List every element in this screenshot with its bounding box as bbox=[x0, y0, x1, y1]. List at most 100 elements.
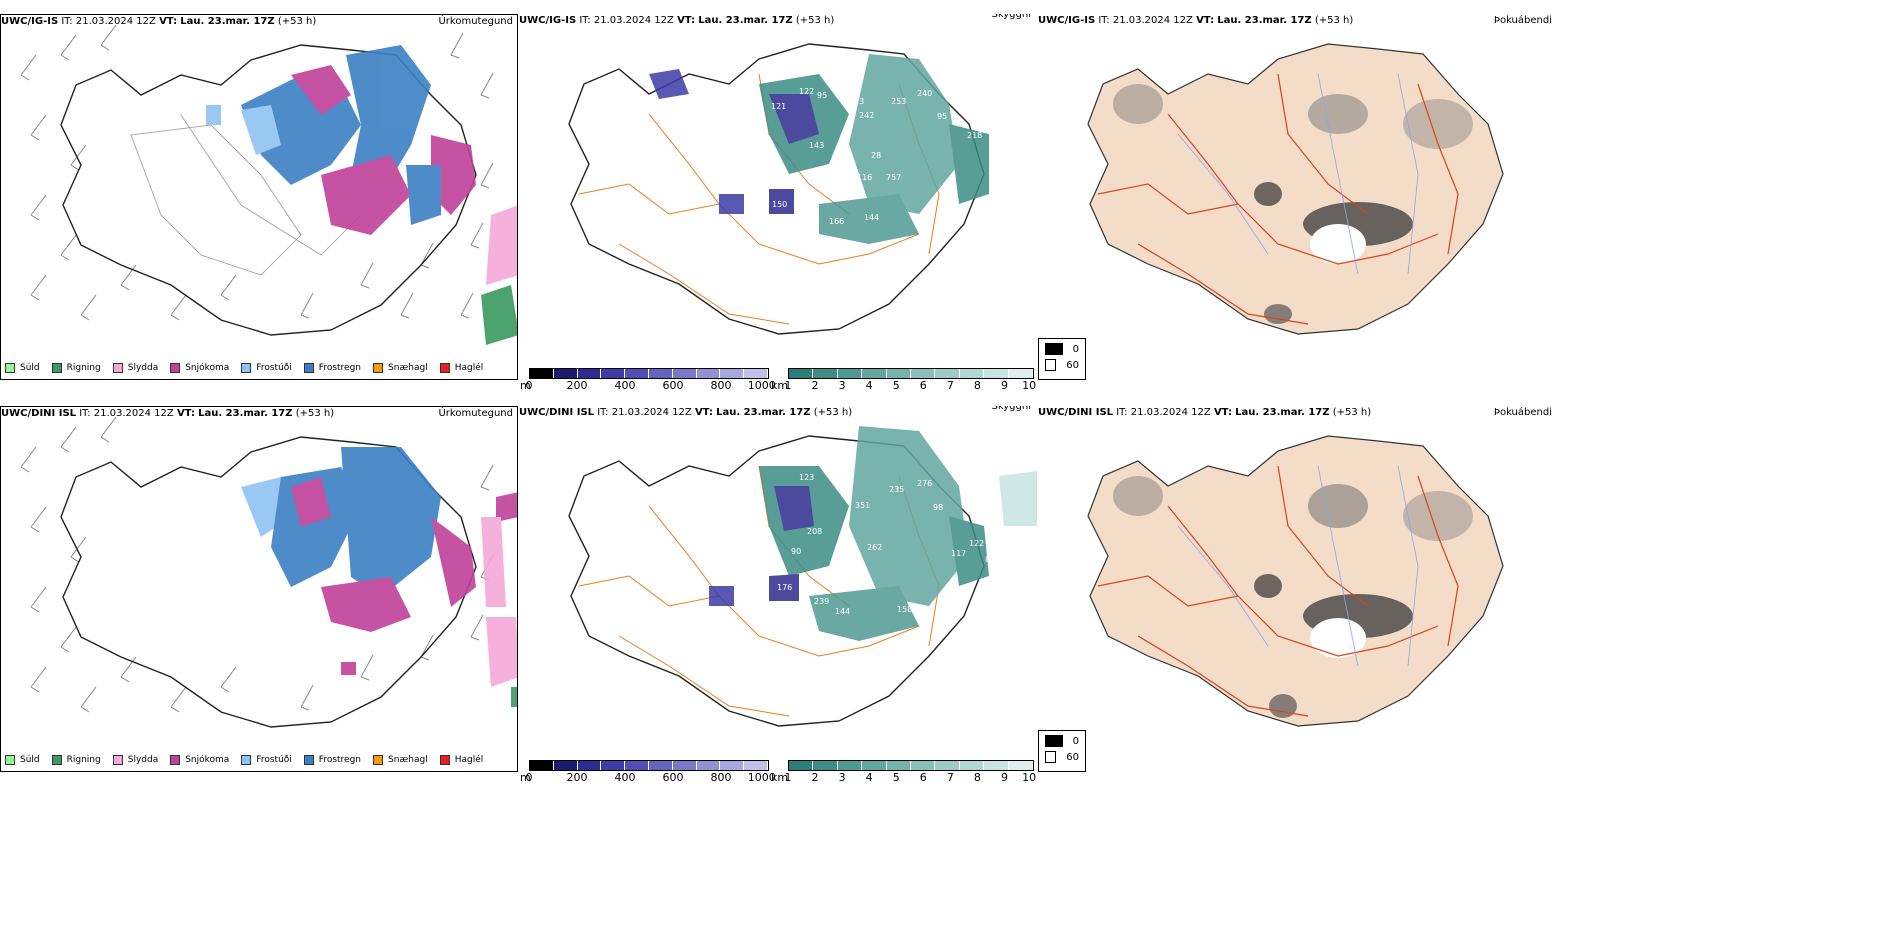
visibility-label: 208 bbox=[807, 527, 822, 536]
tick-label: 5 bbox=[892, 379, 900, 392]
legend-item: Frostúði bbox=[241, 755, 292, 765]
visibility-panel-bottom: UWC/DINI ISL IT: 21.03.2024 12Z VT: Lau.… bbox=[519, 406, 1037, 772]
tick-label: 1000 bbox=[747, 379, 776, 392]
legend-item: Súld bbox=[5, 363, 40, 373]
tick-label: 6 bbox=[919, 771, 927, 784]
visibility-label: 144 bbox=[864, 213, 879, 222]
tick-label: 7 bbox=[946, 771, 954, 784]
legend-item: Slydda bbox=[112, 755, 158, 765]
tick-label: 400 bbox=[614, 379, 636, 392]
panel-title: Þokuábendi bbox=[1493, 15, 1552, 26]
tick-label: 7 bbox=[946, 379, 954, 392]
precip-legend: Súld Rigning Slydda Snjókoma Frostúði Fr… bbox=[5, 755, 483, 765]
precip-legend: Súld Rigning Slydda Snjókoma Frostúði Fr… bbox=[5, 363, 483, 373]
visibility-label: 95 bbox=[937, 112, 947, 121]
visibility-label: 757 bbox=[886, 173, 901, 182]
visibility-label: 240 bbox=[917, 89, 932, 98]
legend-item: Frostregn bbox=[303, 363, 361, 373]
tick-label: 1000 bbox=[747, 771, 776, 784]
visibility-label: 351 bbox=[855, 501, 870, 510]
visibility-label: 117 bbox=[951, 549, 966, 558]
tick-label: 4 bbox=[865, 379, 873, 392]
legend-item: Súld bbox=[5, 755, 40, 765]
visibility-label: 160 bbox=[912, 215, 927, 224]
visibility-label: 130 bbox=[719, 217, 734, 226]
panel-header: UWC/IG-IS IT: 21.03.2024 12Z VT: Lau. 23… bbox=[1038, 15, 1552, 26]
tick-label: 200 bbox=[566, 379, 588, 392]
tick-label: 600 bbox=[662, 379, 684, 392]
tick-label: 1 bbox=[784, 379, 792, 392]
visibility-label: 143 bbox=[809, 141, 824, 150]
precip-map bbox=[20, 24, 517, 345]
legend-item: Snæhagl bbox=[373, 755, 428, 765]
tick-label: 9 bbox=[1000, 771, 1008, 784]
visibility-value-labels: 121 122 95 46 253 240 95 213 242 143 28 … bbox=[719, 79, 982, 226]
fog-map bbox=[1087, 43, 1504, 335]
visibility-label: 80 bbox=[985, 555, 995, 564]
visibility-label: 95 bbox=[715, 605, 725, 614]
fog-panel-top: UWC/IG-IS IT: 21.03.2024 12Z VT: Lau. 23… bbox=[1038, 14, 1556, 380]
legend-item: Haglél bbox=[439, 363, 483, 373]
visibility-label: 213 bbox=[849, 97, 864, 106]
fog-legend-top: 0 60 bbox=[1038, 338, 1086, 380]
precip-areas bbox=[206, 45, 517, 345]
tick-label: 8 bbox=[973, 771, 981, 784]
visibility-km-colorbar-top: 1 2 3 4 5 6 7 8 9 10 bbox=[784, 368, 1037, 393]
tick-label: 200 bbox=[566, 771, 588, 784]
visibility-label: 253 bbox=[891, 97, 906, 106]
panel-title: Skyggni bbox=[991, 14, 1031, 20]
visibility-label: 147 bbox=[917, 605, 932, 614]
panel-header: UWC/DINI ISL IT: 21.03.2024 12Z VT: Lau.… bbox=[1038, 407, 1552, 418]
tick-label: 2 bbox=[811, 771, 819, 784]
tick-label: 10 bbox=[1022, 379, 1037, 392]
legend-item: Snjókoma bbox=[170, 363, 229, 373]
legend-item: Frostúði bbox=[241, 363, 292, 373]
panel-title: Úrkomutegund bbox=[438, 16, 513, 27]
panel-title: Skyggni bbox=[991, 406, 1031, 412]
visibility-label: 239 bbox=[814, 597, 829, 606]
visibility-label: 150 bbox=[772, 200, 787, 209]
precip-type-panel-bottom: UWC/DINI ISL IT: 21.03.2024 12Z VT: Lau.… bbox=[0, 406, 518, 772]
visibility-label: 242 bbox=[859, 111, 874, 120]
visibility-map: 123 59 235 276 98 208 351 262 90 176 239… bbox=[568, 426, 1037, 727]
tick-label: 1 bbox=[784, 771, 792, 784]
unit-label-km: km bbox=[771, 771, 789, 784]
tick-label: 3 bbox=[838, 379, 846, 392]
visibility-label: 158 bbox=[897, 605, 912, 614]
visibility-label: 98 bbox=[933, 503, 943, 512]
visibility-label: 116 bbox=[857, 173, 872, 182]
fog-panel-bottom: UWC/DINI ISL IT: 21.03.2024 12Z VT: Lau.… bbox=[1038, 406, 1556, 772]
visibility-km-colorbar-bottom: 1 2 3 4 5 6 7 8 9 10 bbox=[784, 760, 1037, 785]
roads bbox=[1097, 73, 1459, 325]
tick-label: 800 bbox=[710, 771, 732, 784]
visibility-label: 121 bbox=[771, 102, 786, 111]
panel-header: UWC/IG-IS IT: 21.03.2024 12Z VT: Lau. 23… bbox=[519, 14, 1037, 30]
visibility-label: 122 bbox=[969, 539, 984, 548]
tick-label: 0 bbox=[525, 379, 533, 392]
panel-title: Þokuábendi bbox=[1493, 407, 1552, 418]
visibility-map: 121 122 95 46 253 240 95 213 242 143 28 … bbox=[568, 43, 989, 335]
panel-header: UWC/DINI ISL IT: 21.03.2024 12Z VT: Lau.… bbox=[519, 406, 1037, 422]
legend-item: Slydda bbox=[112, 363, 158, 373]
legend-item: Snjókoma bbox=[170, 755, 229, 765]
legend-item: Haglél bbox=[439, 755, 483, 765]
visibility-label: 166 bbox=[829, 217, 844, 226]
tick-label: 10 bbox=[1022, 771, 1037, 784]
visibility-panel-top: UWC/IG-IS IT: 21.03.2024 12Z VT: Lau. 23… bbox=[519, 14, 1037, 380]
visibility-label: 218 bbox=[967, 131, 982, 140]
visibility-label: 176 bbox=[777, 583, 792, 592]
visibility-label: 95 bbox=[817, 91, 827, 100]
precip-map bbox=[20, 416, 517, 728]
rivers bbox=[1177, 73, 1419, 275]
visibility-label: 59 bbox=[837, 469, 847, 478]
visibility-areas bbox=[649, 54, 989, 244]
visibility-label: 235 bbox=[889, 485, 904, 494]
legend-item: Rigning bbox=[51, 755, 101, 765]
panel-title: Úrkomutegund bbox=[438, 408, 513, 419]
tick-label: 0 bbox=[525, 771, 533, 784]
legend-item: Snæhagl bbox=[373, 363, 428, 373]
panel-header: UWC/IG-IS IT: 21.03.2024 12Z VT: Lau. 23… bbox=[1, 16, 513, 27]
visibility-label: 276 bbox=[917, 479, 932, 488]
visibility-label: 122 bbox=[799, 87, 814, 96]
tick-label: 800 bbox=[710, 379, 732, 392]
